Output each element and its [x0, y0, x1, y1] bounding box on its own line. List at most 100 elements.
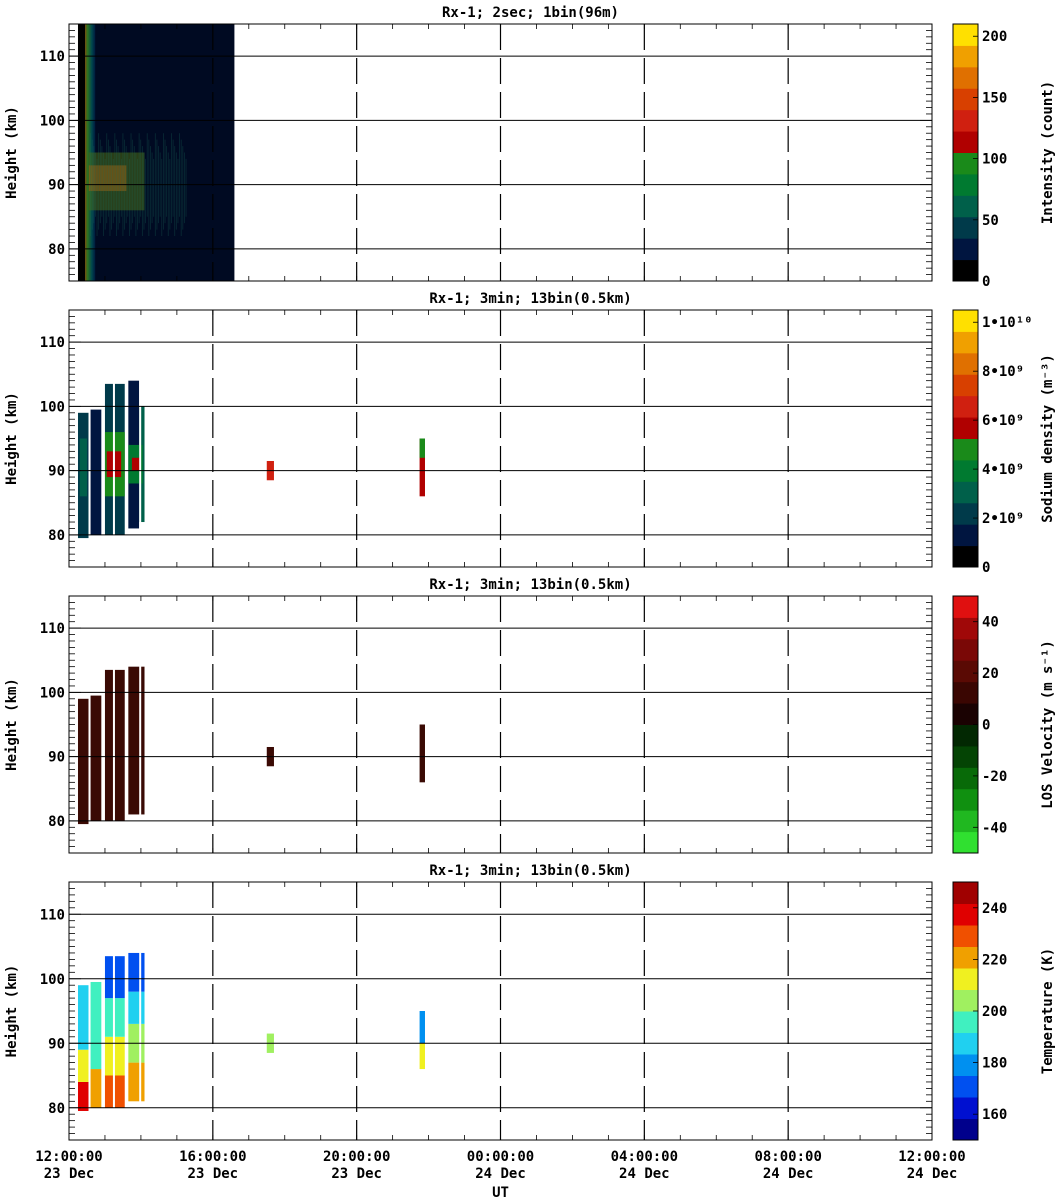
- data-segment: [77, 985, 89, 1050]
- y-axis-label: Height (km): [4, 106, 20, 199]
- colorbar-tick-label: 100: [982, 152, 1007, 168]
- colorbar-swatch: [953, 24, 978, 46]
- colorbar-swatch: [953, 946, 978, 969]
- colorbar-tick-label: 220: [982, 952, 1007, 968]
- data-segment: [128, 991, 145, 1024]
- colorbar-swatch: [953, 638, 978, 661]
- ytick-label: 110: [40, 335, 65, 351]
- colorbar-swatch: [953, 152, 978, 175]
- colorbar-swatch: [953, 173, 978, 196]
- colorbar-swatch: [953, 395, 978, 418]
- colorbar-swatch: [953, 968, 978, 990]
- colorbar-swatch: [953, 352, 978, 375]
- ytick-label: 100: [40, 972, 65, 988]
- colorbar-tick-label: 50: [982, 213, 999, 229]
- xtick-date-label: 23 Dec: [188, 1166, 239, 1182]
- colorbar-tick-label: 200: [982, 29, 1007, 45]
- xtick-time-label: 12:00:00: [35, 1149, 102, 1165]
- colorbar-tick-label: 1•10¹⁰: [982, 315, 1033, 331]
- data-segment: [419, 1043, 425, 1070]
- colorbar-swatch: [953, 216, 978, 239]
- panel-title: Rx-1; 3min; 13bin(0.5km): [429, 863, 631, 879]
- data-segment: [90, 409, 102, 535]
- colorbar-swatch: [953, 545, 978, 568]
- colorbar-swatch: [953, 703, 978, 725]
- data-segment: [128, 1062, 145, 1102]
- colorbar-swatch: [953, 724, 978, 747]
- data-segment: [77, 1081, 89, 1111]
- ytick-label: 80: [48, 814, 65, 830]
- colorbar-swatch: [953, 481, 978, 504]
- colorbar-tick-label: 8•10⁹: [982, 364, 1024, 380]
- colorbar-swatch: [953, 131, 978, 153]
- colorbar-swatch: [953, 417, 978, 439]
- colorbar-tick-label: 240: [982, 901, 1007, 917]
- xtick-date-label: 24 Dec: [475, 1166, 526, 1182]
- ytick-label: 110: [40, 621, 65, 637]
- ytick-label: 90: [48, 1036, 65, 1052]
- colorbar-swatch: [953, 88, 978, 111]
- colorbar-frame: [952, 309, 979, 568]
- y-axis-label: Height (km): [4, 392, 20, 485]
- colorbar-tick-label: 40: [982, 615, 999, 631]
- colorbar-swatch: [953, 45, 978, 68]
- data-segment: [77, 698, 89, 825]
- colorbar-tick-label: 0: [982, 560, 990, 576]
- data-segment: [419, 724, 425, 783]
- xtick-date-label: 23 Dec: [331, 1166, 382, 1182]
- colorbar-swatch: [953, 767, 978, 790]
- colorbar-tick-label: 4•10⁹: [982, 462, 1024, 478]
- colorbar-swatch: [953, 238, 978, 261]
- xtick-time-label: 04:00:00: [611, 1149, 678, 1165]
- colorbar-swatch: [953, 660, 978, 683]
- colorbar-tick-label: 6•10⁹: [982, 413, 1024, 429]
- xtick-time-label: 20:00:00: [323, 1149, 390, 1165]
- colorbar-swatch: [953, 681, 978, 704]
- colorbar-swatch: [953, 1118, 978, 1141]
- colorbar-swatch: [953, 1075, 978, 1098]
- ytick-label: 90: [48, 178, 65, 194]
- colorbar-swatch: [953, 1011, 978, 1033]
- panel-4: 80 90 100 110 Height (km) Rx-1; 3min; 13bin(0…: [4, 863, 1056, 1141]
- data-segment: [77, 1049, 89, 1082]
- data-segment: [419, 1011, 425, 1044]
- colorbar-swatch: [953, 925, 978, 947]
- xtick-time-label: 00:00:00: [467, 1149, 534, 1165]
- y-axis-label: Height (km): [4, 678, 20, 771]
- panel-1: 80 90 100 110 Height (km) Rx-1; 2sec; 1bin(96…: [4, 5, 1056, 290]
- colorbar-tick-label: 0: [982, 274, 990, 290]
- data-segment: [79, 438, 87, 497]
- panel-2: 80 90 100 110 Height (km) Rx-1; 3min; 13bin(0…: [4, 291, 1056, 576]
- xtick-date-label: 24 Dec: [763, 1166, 814, 1182]
- colorbar-tick-label: 2•10⁹: [982, 511, 1024, 527]
- colorbar-swatch: [953, 745, 978, 768]
- colorbar-swatch: [953, 109, 978, 132]
- panel-title: Rx-1; 2sec; 1bin(96m): [442, 5, 619, 21]
- colorbar-swatch: [953, 259, 978, 282]
- panel-3: 80 90 100 110 Height (km) Rx-1; 3min; 13bin(0…: [4, 577, 1056, 854]
- colorbar-label: Intensity (count): [1040, 81, 1056, 224]
- colorbar-swatch: [953, 810, 978, 833]
- ytick-label: 90: [48, 464, 65, 480]
- x-axis-label: UT: [492, 1185, 509, 1200]
- colorbar-label: Temperature (K): [1040, 948, 1056, 1074]
- ytick-label: 90: [48, 750, 65, 766]
- ytick-label: 110: [40, 907, 65, 923]
- colorbar-swatch: [953, 989, 978, 1012]
- ytick-label: 100: [40, 113, 65, 129]
- xtick-time-label: 12:00:00: [898, 1149, 965, 1165]
- colorbar-swatch: [953, 788, 978, 811]
- colorbar-frame: [952, 23, 979, 282]
- sodium-layer-core: [88, 165, 127, 192]
- ytick-label: 110: [40, 49, 65, 65]
- colorbar-tick-label: -20: [982, 769, 1007, 785]
- colorbar-swatch: [953, 524, 978, 547]
- panel-title: Rx-1; 3min; 13bin(0.5km): [429, 577, 631, 593]
- colorbar-tick-label: 160: [982, 1107, 1007, 1123]
- colorbar-swatch: [953, 1032, 978, 1055]
- xtick-date-label: 24 Dec: [619, 1166, 670, 1182]
- intensity-gap: [77, 24, 85, 281]
- colorbar-swatch: [953, 502, 978, 525]
- xtick-date-label: 24 Dec: [907, 1166, 958, 1182]
